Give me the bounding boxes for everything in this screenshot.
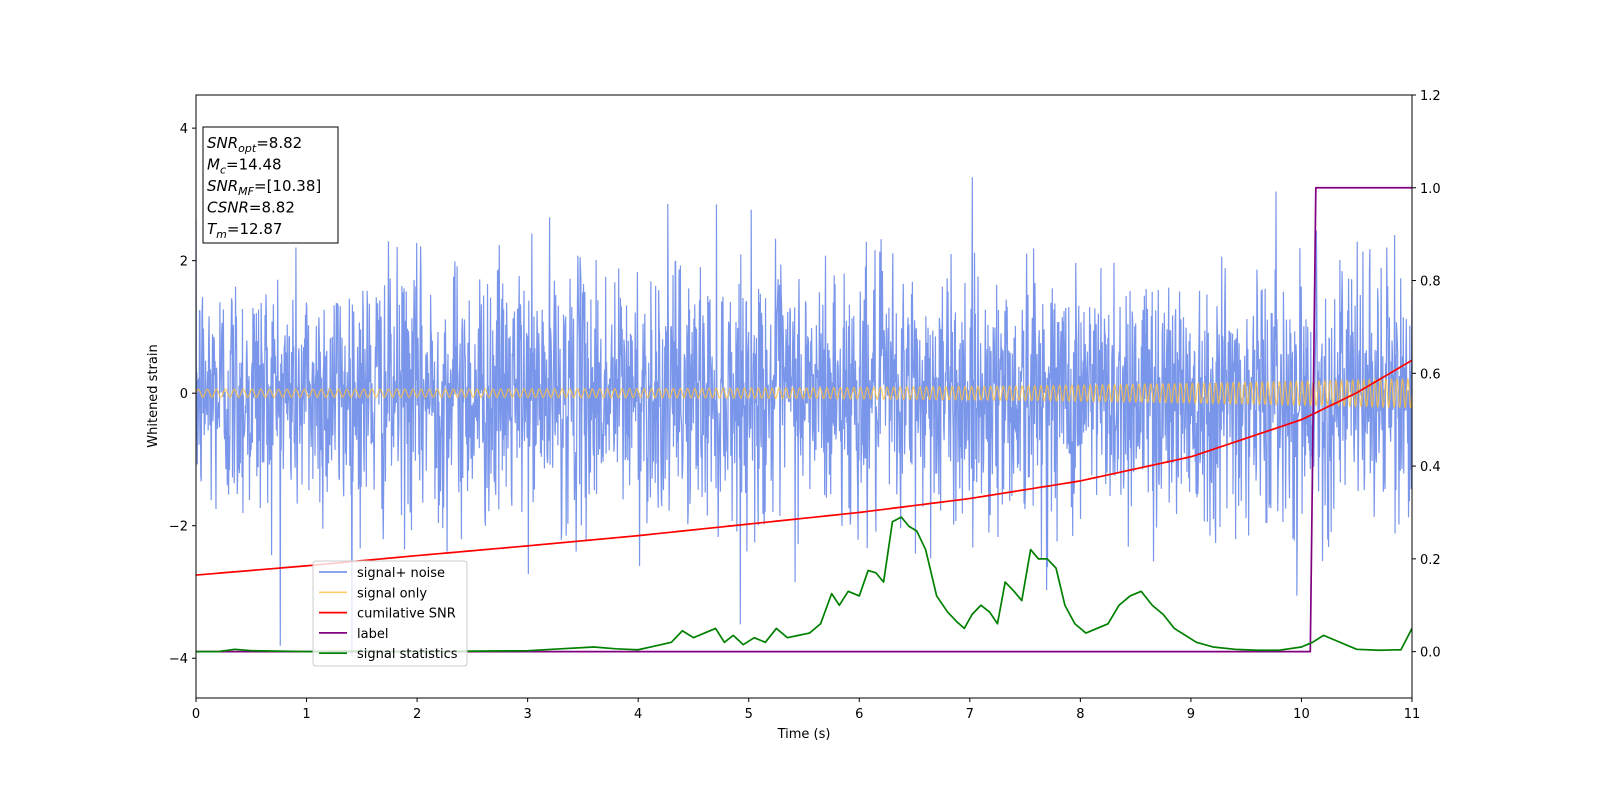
y-axis-ticks: −4 −2 0 2 4 (169, 122, 196, 667)
y-axis-label: Whitened strain (146, 344, 161, 447)
legend-label: signal+ noise (357, 566, 445, 581)
y2-tick-label: 1.2 (1420, 89, 1441, 104)
annotation-line: Tm=12.87 (207, 220, 282, 241)
x-tick-label: 11 (1404, 707, 1421, 722)
series-label-line (196, 186, 1412, 653)
series-signal-noise-line (196, 177, 1412, 658)
x-tick-label: 7 (966, 707, 974, 722)
y2-tick-label: 0.6 (1420, 367, 1441, 382)
y-tick-label: 4 (180, 122, 188, 137)
series-signal-statistics-line (196, 516, 1412, 653)
y2-axis-ticks: 0.0 0.2 0.4 0.6 0.8 1.0 1.2 (1412, 89, 1441, 661)
y2-tick-label: 0.4 (1420, 460, 1441, 475)
y2-tick-label: 0.2 (1420, 553, 1441, 568)
annotation-box: SNRopt=8.82Mc=14.48SNRMF=[10.38]CSNR=8.8… (202, 126, 339, 244)
x-tick-label: 9 (1187, 707, 1195, 722)
y2-tick-label: 0.8 (1420, 275, 1441, 290)
x-tick-label: 8 (1076, 707, 1084, 722)
legend-frame (312, 560, 468, 667)
annotation-line: CSNR=8.82 (207, 199, 295, 217)
legend-label: signal only (357, 586, 427, 601)
annotation-line: SNRMF=[10.38] (207, 177, 321, 198)
x-tick-label: 1 (302, 707, 310, 722)
x-tick-label: 2 (413, 707, 421, 722)
series-signal-only-line (196, 377, 1412, 409)
y-tick-label: 2 (180, 255, 188, 270)
legend: signal+ noise signal only cumilative SNR la… (312, 560, 468, 667)
annotation-frame (202, 126, 339, 244)
annotation-line: Mc=14.48 (207, 156, 282, 177)
x-tick-label: 10 (1293, 707, 1310, 722)
x-tick-label: 5 (745, 707, 753, 722)
y2-tick-label: 1.0 (1420, 182, 1441, 197)
y-tick-label: −4 (169, 652, 188, 667)
annotation-line: SNRopt=8.82 (207, 134, 302, 155)
x-axis-label: Time (s) (777, 727, 831, 742)
legend-label: cumilative SNR (357, 607, 456, 622)
y2-tick-label: 0.0 (1420, 646, 1441, 661)
y-tick-label: 0 (180, 387, 188, 402)
legend-label: signal statistics (357, 647, 458, 662)
plot-frame (195, 94, 1413, 699)
series-layer (196, 177, 1412, 658)
series-cumilative-snr-line (196, 359, 1412, 576)
x-axis-ticks: 0 1 2 3 4 5 6 7 8 9 10 11 (192, 698, 1420, 722)
x-tick-label: 6 (855, 707, 863, 722)
legend-label: label (357, 627, 388, 642)
x-tick-label: 3 (523, 707, 531, 722)
x-tick-label: 4 (634, 707, 642, 722)
x-tick-label: 0 (192, 707, 200, 722)
y-tick-label: −2 (169, 520, 188, 535)
